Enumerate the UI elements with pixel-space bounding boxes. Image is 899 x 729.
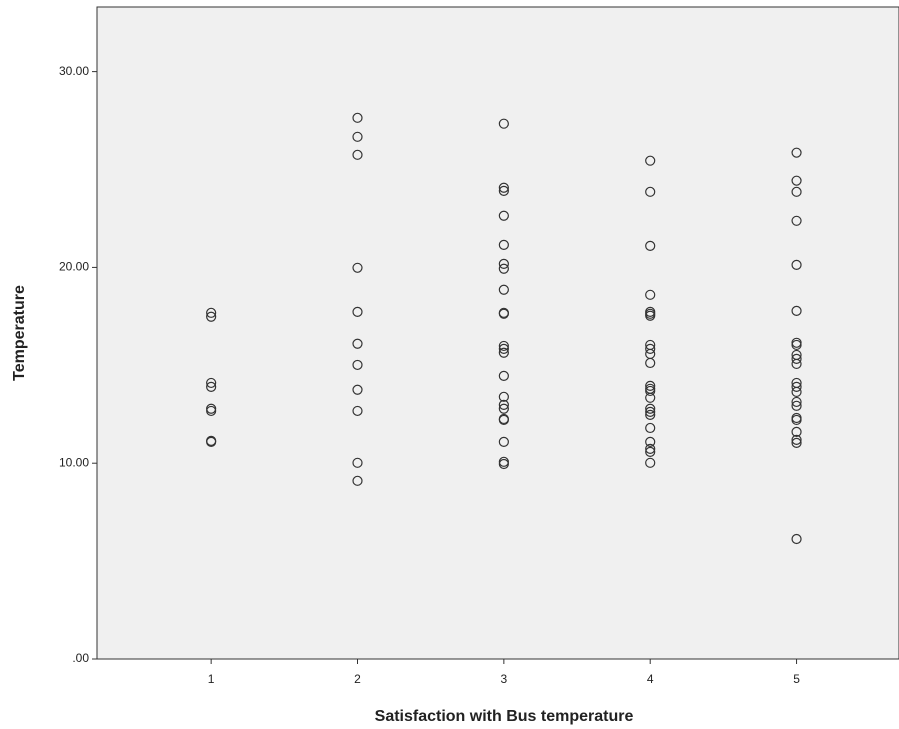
point bbox=[498, 436, 509, 447]
point bbox=[498, 182, 509, 193]
point bbox=[352, 131, 363, 142]
plot-area bbox=[96, 6, 899, 660]
point bbox=[791, 215, 802, 226]
point bbox=[645, 289, 656, 300]
point bbox=[206, 436, 217, 447]
point bbox=[791, 414, 802, 426]
point bbox=[645, 380, 656, 391]
x-tick-label: 5 bbox=[793, 672, 800, 686]
point bbox=[498, 458, 509, 470]
point bbox=[498, 185, 509, 196]
point bbox=[791, 358, 802, 370]
point bbox=[206, 405, 217, 417]
x-tick-label: 3 bbox=[501, 672, 508, 686]
point bbox=[352, 112, 363, 123]
point bbox=[791, 400, 802, 411]
point bbox=[791, 259, 802, 270]
point bbox=[498, 414, 509, 426]
point bbox=[206, 311, 217, 322]
y-tick-label: 10.00 bbox=[59, 455, 89, 469]
point bbox=[352, 475, 363, 486]
point bbox=[791, 339, 802, 351]
y-tick-label: 20.00 bbox=[59, 260, 89, 274]
point bbox=[352, 384, 363, 395]
point bbox=[498, 263, 509, 274]
point bbox=[645, 343, 656, 354]
point bbox=[206, 307, 217, 318]
point bbox=[645, 310, 656, 321]
point bbox=[498, 118, 509, 129]
point bbox=[791, 175, 802, 186]
point bbox=[791, 533, 802, 545]
point bbox=[645, 436, 656, 447]
point bbox=[645, 403, 656, 414]
point bbox=[498, 210, 509, 221]
point bbox=[352, 457, 363, 468]
point bbox=[352, 359, 363, 371]
point bbox=[645, 446, 656, 457]
point bbox=[206, 381, 217, 392]
point bbox=[645, 392, 656, 403]
point bbox=[498, 284, 509, 295]
point bbox=[352, 338, 363, 349]
point bbox=[498, 343, 509, 354]
point bbox=[791, 434, 802, 446]
point bbox=[645, 409, 656, 420]
point bbox=[645, 240, 656, 251]
point bbox=[645, 186, 656, 197]
point bbox=[498, 399, 509, 410]
point bbox=[498, 403, 509, 414]
point bbox=[645, 422, 656, 434]
point bbox=[645, 457, 656, 468]
point bbox=[791, 186, 802, 197]
point bbox=[791, 437, 802, 448]
point bbox=[352, 149, 363, 160]
point bbox=[498, 239, 509, 250]
point bbox=[791, 305, 802, 316]
point bbox=[352, 306, 363, 317]
point bbox=[498, 370, 509, 381]
x-tick-label: 2 bbox=[354, 672, 361, 686]
point bbox=[498, 391, 509, 402]
point bbox=[498, 340, 509, 352]
point bbox=[645, 155, 656, 166]
y-tick-label: 30.00 bbox=[59, 64, 89, 78]
y-axis-title: Temperature bbox=[11, 285, 28, 381]
point bbox=[791, 381, 802, 392]
point bbox=[206, 377, 217, 389]
x-axis-title: Satisfaction with Bus temperature bbox=[375, 708, 634, 725]
point bbox=[791, 386, 802, 398]
point bbox=[791, 147, 802, 158]
point bbox=[645, 406, 656, 418]
point bbox=[498, 308, 509, 319]
point bbox=[791, 396, 802, 408]
point bbox=[645, 385, 656, 397]
point bbox=[498, 347, 509, 358]
point bbox=[352, 405, 363, 417]
point bbox=[791, 426, 802, 437]
x-tick-label: 4 bbox=[647, 672, 654, 686]
point bbox=[352, 262, 363, 273]
point bbox=[645, 443, 656, 455]
x-tick-label: 1 bbox=[208, 672, 215, 686]
point bbox=[791, 353, 802, 364]
y-tick-label: .00 bbox=[72, 651, 89, 665]
point bbox=[645, 357, 656, 369]
point bbox=[498, 258, 509, 269]
